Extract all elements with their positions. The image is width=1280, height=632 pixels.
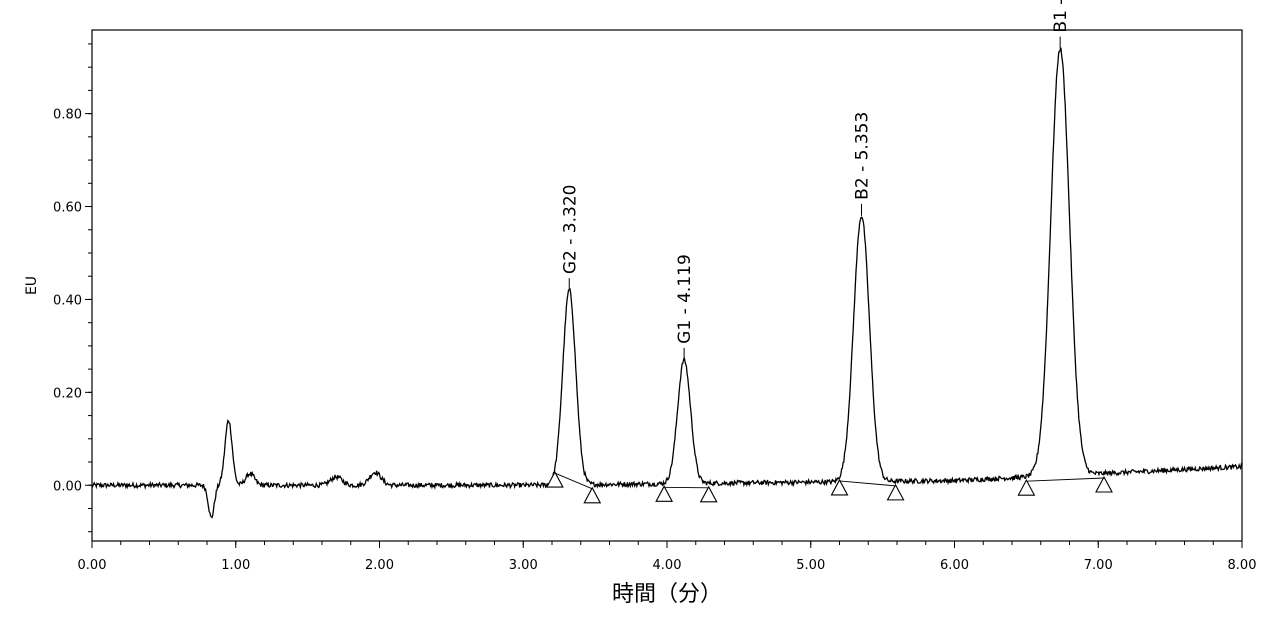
peak-label: B2 - 5.353 [852,112,872,200]
y-axis-label: EU [24,276,40,295]
trace-layer [91,47,1243,519]
integration-marker [1095,475,1113,493]
peak-baseline [1026,477,1105,482]
x-tick-label: 2.00 [365,558,394,573]
integration-marker [583,486,602,504]
integration-baselines [554,472,1105,490]
integration-marker [545,470,564,488]
chromatogram-trace [91,47,1243,519]
integration-marker [886,483,905,501]
integration-marker [1017,478,1036,496]
peak-label: G1 - 4.119 [675,254,695,344]
peak-labels: G2 - 3.320 G1 - 4.119 B2 - 5.353 B1 - 6.735 [560,0,1071,360]
x-tick-label: 1.00 [221,558,250,573]
integration-marker [699,485,718,503]
peak-baseline [554,472,593,490]
integration-markers [545,470,1113,504]
peak-label: G2 - 3.320 [560,185,580,275]
x-tick-label: 0.00 [78,558,107,573]
x-tick-label: 3.00 [509,558,538,573]
x-tick-label: 6.00 [940,558,969,573]
x-axis-label: 時間（分） [612,582,722,607]
y-tick-label: 0.80 [53,108,82,123]
x-tick-label: 4.00 [653,558,682,573]
y-tick-label: 0.20 [53,386,82,401]
plot-frame [91,29,1243,542]
integration-marker [830,478,849,496]
integration-marker [655,485,674,502]
peak-baseline [839,480,896,487]
y-tick-label: 0.00 [53,479,82,494]
peak-label: B1 - 6.735 [1051,0,1071,33]
x-tick-label: 8.00 [1228,558,1257,573]
y-tick-label: 0.40 [53,293,82,308]
x-tick-label: 5.00 [796,558,825,573]
x-tick-label: 7.00 [1084,558,1113,573]
y-tick-label: 0.60 [53,201,82,216]
axes-layer: 0.00 1.00 2.00 3.00 4.00 5.00 6.00 7.00 8.00 0.00… [53,29,1257,573]
